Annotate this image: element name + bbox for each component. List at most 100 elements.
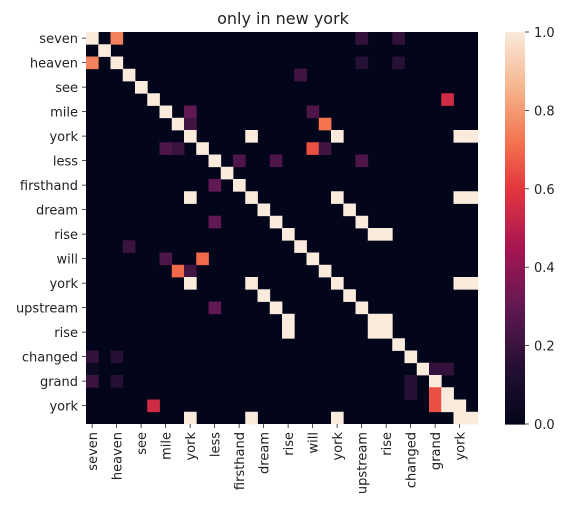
heatmap-cell: [441, 93, 454, 106]
heatmap-cell: [123, 69, 136, 82]
heatmap-cell: [405, 375, 418, 388]
heatmap-cell: [111, 375, 124, 388]
row-label: dream: [36, 204, 78, 219]
column-label: heaven: [111, 432, 126, 480]
heatmap-cell: [184, 277, 197, 290]
heatmap-cell: [356, 32, 369, 45]
heatmap-cell: [368, 228, 381, 241]
colorbar-segment: [505, 421, 525, 425]
colorbar-tick-label: 0.2: [534, 340, 555, 355]
heatmap-cell: [86, 351, 99, 364]
heatmap-cell: [356, 155, 369, 168]
heatmap-cell: [135, 81, 148, 94]
heatmap-cell: [270, 302, 283, 315]
heatmap-cell: [160, 142, 173, 155]
heatmap-cell: [466, 412, 479, 425]
heatmap-cell: [417, 363, 430, 376]
chart-title: only in new york: [217, 9, 350, 28]
column-label: upstream: [356, 432, 371, 494]
heatmap-cells: [86, 32, 478, 424]
heatmap-cell: [160, 253, 173, 266]
colorbar: [505, 32, 525, 425]
heatmap-cell: [331, 412, 344, 425]
heatmap-cell: [392, 32, 405, 45]
heatmap-cell: [111, 351, 124, 364]
column-label: york: [184, 432, 199, 461]
row-label: grand: [40, 375, 78, 390]
heatmap-cell: [294, 240, 307, 253]
row-label: york: [49, 277, 78, 292]
heatmap-cell: [282, 228, 295, 241]
heatmap-cell: [270, 155, 283, 168]
heatmap-cell: [331, 277, 344, 290]
column-label: see: [135, 432, 150, 455]
heatmap-cell: [221, 167, 234, 180]
heatmap-cell: [258, 204, 271, 217]
column-label: rise: [380, 432, 395, 456]
row-label: firsthand: [20, 179, 78, 194]
heatmap-cell: [172, 118, 185, 131]
heatmap-cell: [356, 302, 369, 315]
heatmap-cell: [454, 400, 467, 413]
heatmap-cell: [454, 191, 467, 204]
row-label: upstream: [16, 302, 78, 317]
heatmap-cell: [184, 265, 197, 278]
column-label: less: [209, 432, 224, 457]
row-label: rise: [54, 228, 78, 243]
heatmap-cell: [282, 326, 295, 339]
heatmap-cell: [282, 314, 295, 327]
heatmap-cell: [184, 130, 197, 143]
heatmap-cell: [147, 93, 160, 106]
heatmap-cell: [245, 130, 258, 143]
colorbar-ticks: 0.00.20.40.60.81.0: [525, 26, 555, 433]
heatmap-cell: [245, 277, 258, 290]
row-label: see: [55, 81, 78, 96]
heatmap-cell: [111, 32, 124, 45]
heatmap-cell: [429, 400, 442, 413]
heatmap-cell: [454, 412, 467, 425]
heatmap-cell: [307, 106, 320, 119]
heatmap-cell: [441, 387, 454, 400]
heatmap-cell: [172, 265, 185, 278]
heatmap-cell: [294, 69, 307, 82]
column-label: mile: [160, 432, 175, 460]
heatmap-cell: [441, 363, 454, 376]
heatmap-cell: [405, 351, 418, 364]
heatmap-cell: [466, 277, 479, 290]
heatmap-cell: [331, 130, 344, 143]
heatmap-cell: [86, 375, 99, 388]
heatmap-cell: [86, 363, 99, 376]
column-labels: seven heaven see mile york less firsthand dream…: [86, 424, 469, 494]
heatmap-cell: [307, 253, 320, 266]
heatmap-cell: [209, 155, 222, 168]
row-label: changed: [22, 351, 78, 366]
colorbar-tick-label: 0.0: [534, 418, 555, 433]
row-label: york: [49, 130, 78, 145]
heatmap-cell: [441, 400, 454, 413]
heatmap-cell: [209, 302, 222, 315]
heatmap-cell: [160, 106, 173, 119]
column-label: grand: [429, 432, 444, 470]
heatmap-cell: [245, 191, 258, 204]
heatmap-cell: [319, 118, 332, 131]
heatmap-cell: [245, 412, 258, 425]
heatmap-cell: [356, 216, 369, 229]
colorbar-tick-label: 1.0: [534, 26, 555, 41]
heatmap-cell: [196, 142, 209, 155]
heatmap-cell: [233, 155, 246, 168]
heatmap-cell: [196, 253, 209, 266]
column-label: will: [307, 432, 322, 453]
heatmap-cell: [209, 216, 222, 229]
heatmap-cell: [392, 57, 405, 70]
colorbar-tick-label: 0.4: [534, 261, 555, 276]
heatmap-cell: [466, 191, 479, 204]
heatmap-cell: [147, 400, 160, 413]
heatmap-cell: [184, 106, 197, 119]
heatmap-cell: [380, 228, 393, 241]
heatmap-cell: [258, 289, 271, 302]
heatmap-cell: [184, 118, 197, 131]
heatmap-cell: [86, 57, 99, 70]
row-label: less: [53, 155, 78, 170]
heatmap-cell: [307, 142, 320, 155]
